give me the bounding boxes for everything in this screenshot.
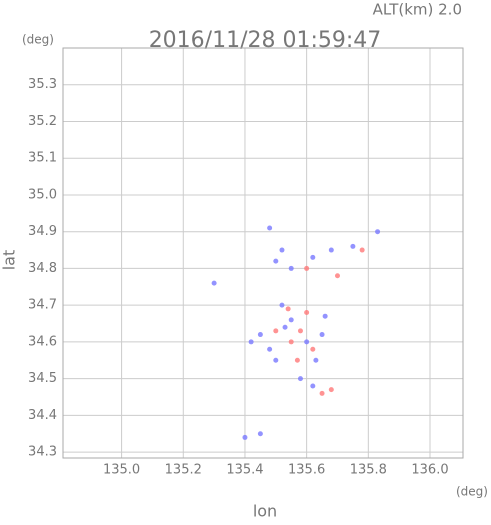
point: [273, 258, 279, 264]
point: [211, 280, 217, 286]
point: [297, 376, 303, 382]
chart-title: 2016/11/28 01:59:47: [149, 28, 382, 53]
point: [310, 346, 316, 352]
y-tick-label: 35.3: [28, 77, 57, 92]
x-tick-label: 135.2: [165, 463, 202, 478]
plot-frame: [62, 47, 464, 459]
point: [279, 247, 285, 253]
point: [328, 247, 334, 253]
x-unit: (deg): [456, 485, 488, 499]
point: [257, 332, 263, 338]
point: [334, 273, 340, 279]
point: [375, 229, 381, 235]
point: [297, 328, 303, 334]
x-tick-label: 135.4: [226, 463, 263, 478]
y-tick-label: 34.9: [28, 224, 57, 239]
point: [242, 434, 248, 440]
point: [267, 346, 273, 352]
point: [288, 265, 294, 271]
subtitle: ALT(km) 2.0: [373, 1, 462, 19]
point: [359, 247, 365, 253]
point: [273, 357, 279, 363]
point: [294, 357, 300, 363]
y-axis-label: lat: [0, 250, 19, 271]
y-tick-label: 35.2: [28, 114, 57, 129]
point: [282, 324, 288, 330]
point: [304, 265, 310, 271]
y-unit: (deg): [22, 33, 54, 47]
y-tick-label: 35.0: [28, 187, 57, 202]
y-tick-label: 34.6: [28, 334, 57, 349]
point: [319, 332, 325, 338]
x-axis-label: lon: [253, 502, 277, 521]
point: [313, 357, 319, 363]
point: [273, 328, 279, 334]
y-tick-label: 34.4: [28, 408, 57, 423]
point: [285, 306, 291, 312]
y-tick-label: 34.7: [28, 298, 57, 313]
point: [319, 390, 325, 396]
point: [322, 313, 328, 319]
point: [267, 225, 273, 231]
point: [288, 317, 294, 323]
point: [257, 431, 263, 437]
y-tick-label: 34.5: [28, 371, 57, 386]
x-tick-label: 136.0: [411, 463, 448, 478]
point: [328, 387, 334, 393]
point: [350, 243, 356, 249]
point: [279, 302, 285, 308]
y-tick-label: 35.1: [28, 151, 57, 166]
point: [288, 339, 294, 345]
point: [310, 254, 316, 260]
point: [304, 339, 310, 345]
y-tick-label: 34.3: [28, 445, 57, 460]
point: [310, 383, 316, 389]
x-tick-label: 135.6: [288, 463, 325, 478]
point: [248, 339, 254, 345]
x-tick-label: 135.0: [103, 463, 140, 478]
x-tick-label: 135.8: [350, 463, 387, 478]
point: [304, 310, 310, 316]
y-tick-label: 34.8: [28, 261, 57, 276]
